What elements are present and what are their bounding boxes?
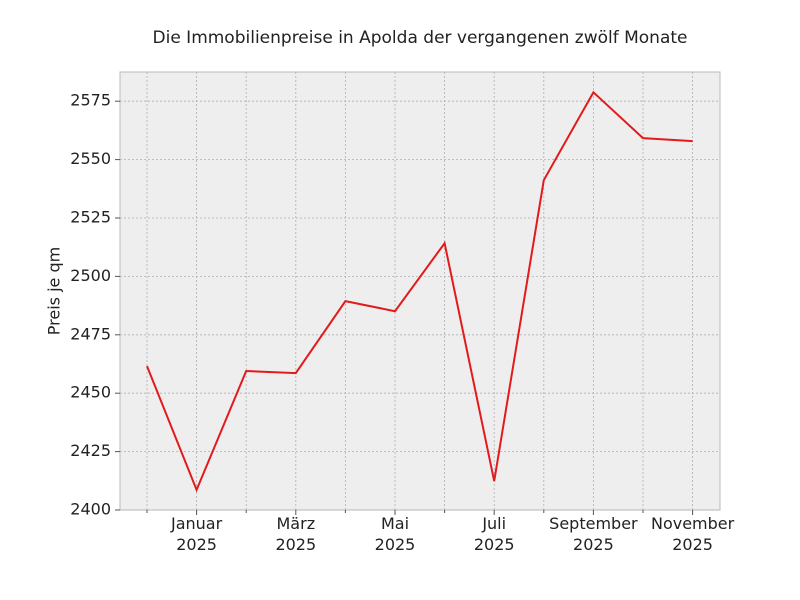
y-tick-label: 2575 xyxy=(70,91,111,110)
chart-title: Die Immobilienpreise in Apolda der verga… xyxy=(153,28,688,48)
line xyxy=(146,90,693,493)
x-tick-label: September 2025 xyxy=(549,514,638,554)
x-tick-label: Januar 2025 xyxy=(171,514,223,554)
x-tick-label: Mai 2025 xyxy=(374,514,416,554)
x-tick-label: November 2025 xyxy=(650,514,735,554)
x-tick-label: März 2025 xyxy=(275,514,317,554)
plot-area xyxy=(119,71,721,511)
y-tick-label: 2525 xyxy=(70,208,111,227)
y-tick-label: 2500 xyxy=(70,266,111,285)
y-tick-label: 2450 xyxy=(70,383,111,402)
y-tick-label: 2425 xyxy=(70,441,111,460)
y-tick-label: 2475 xyxy=(70,324,111,343)
y-tick-label: 2400 xyxy=(70,500,111,519)
x-tick-label: Juli 2025 xyxy=(473,514,515,554)
y-axis-label: Preis je qm xyxy=(45,247,64,335)
y-tick-label: 2550 xyxy=(70,149,111,168)
